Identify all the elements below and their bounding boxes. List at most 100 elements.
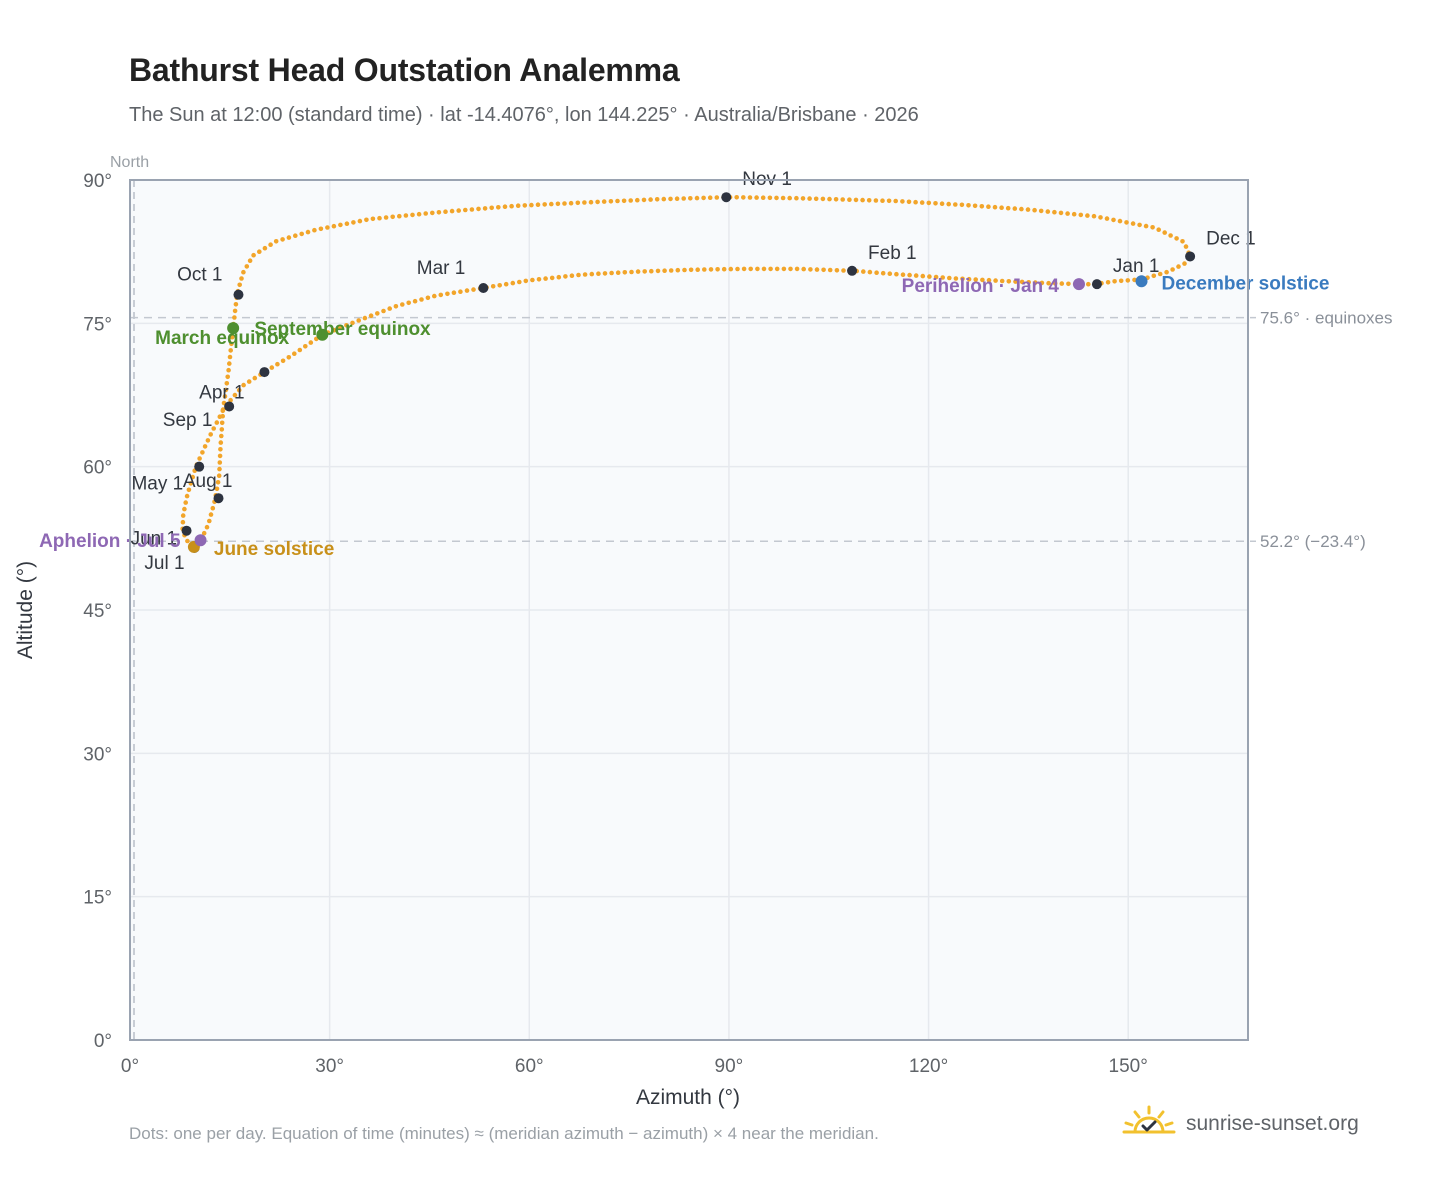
daily-sun-dot — [747, 195, 753, 200]
daily-sun-dot — [471, 287, 476, 292]
daily-sun-dot — [1112, 279, 1117, 284]
daily-sun-dot — [707, 195, 713, 200]
month-marker — [194, 461, 205, 472]
month-marker — [181, 525, 192, 536]
daily-sun-dot — [432, 293, 437, 299]
daily-sun-dot — [853, 197, 859, 203]
daily-sun-dot — [748, 266, 753, 272]
daily-sun-dot — [273, 239, 279, 244]
daily-sun-dot — [185, 538, 190, 544]
daily-sun-dot — [219, 427, 225, 432]
daily-sun-dot — [383, 215, 389, 220]
daily-sun-dot — [1118, 278, 1124, 284]
daily-sun-dot — [874, 270, 879, 276]
daily-sun-dot — [1130, 221, 1136, 226]
daily-sun-dot — [760, 195, 766, 200]
daily-sun-dot — [668, 196, 673, 202]
daily-sun-dot — [907, 272, 912, 278]
daily-sun-dot — [562, 201, 567, 206]
daily-sun-dot — [268, 242, 273, 247]
daily-sun-dot — [926, 200, 932, 206]
daily-sun-dot — [344, 221, 350, 226]
month-marker — [224, 401, 235, 412]
daily-sun-dot — [820, 196, 826, 202]
daily-sun-dot — [458, 289, 463, 295]
daily-sun-dot — [1174, 236, 1179, 241]
month-marker — [478, 282, 489, 293]
daily-sun-dot — [205, 438, 211, 443]
daily-sun-dot — [535, 202, 541, 207]
daily-sun-dot — [1085, 213, 1090, 218]
daily-sun-dot — [1151, 273, 1157, 279]
daily-sun-dot — [596, 271, 601, 277]
daily-sun-dot — [953, 202, 958, 207]
daily-sun-dot — [933, 201, 938, 206]
daily-sun-dot — [218, 447, 223, 452]
daily-sun-dot — [821, 267, 826, 273]
daily-sun-dot — [208, 432, 213, 437]
daily-sun-dot — [350, 320, 355, 326]
daily-sun-dot — [1170, 267, 1175, 272]
daily-sun-dot — [403, 213, 409, 218]
daily-sun-dot — [1058, 210, 1064, 216]
event-marker — [194, 534, 207, 547]
daily-sun-dot — [497, 283, 503, 288]
daily-sun-dot — [522, 203, 528, 208]
month-label: May 1 — [131, 474, 183, 495]
month-label: Aug 1 — [183, 471, 233, 492]
daily-sun-dot — [211, 426, 216, 431]
daily-sun-dot — [979, 204, 985, 209]
daily-sun-dot — [543, 276, 548, 281]
daily-sun-dot — [906, 199, 912, 205]
daily-sun-dot — [927, 274, 932, 279]
daily-sun-dot — [582, 272, 588, 277]
daily-sun-dot — [1150, 225, 1155, 230]
daily-sun-dot — [602, 271, 608, 276]
daily-sun-dot — [576, 272, 581, 278]
event-label: Aphelion · Jul 5 — [39, 531, 181, 552]
daily-sun-dot — [999, 205, 1004, 210]
daily-sun-dot — [900, 272, 906, 278]
daily-sun-dot — [841, 268, 846, 273]
daily-sun-dot — [509, 203, 514, 209]
daily-sun-dot — [1065, 211, 1070, 216]
daily-sun-dot — [913, 199, 918, 205]
daily-sun-dot — [1098, 215, 1103, 220]
daily-sun-dot — [381, 308, 386, 314]
daily-sun-dot — [900, 199, 905, 204]
daily-sun-dot — [635, 197, 640, 203]
daily-sun-dot — [219, 420, 225, 426]
daily-sun-dot — [886, 198, 892, 204]
daily-sun-dot — [337, 325, 343, 331]
daily-sun-dot — [649, 268, 654, 274]
daily-sun-dot — [569, 273, 575, 279]
daily-sun-dot — [364, 217, 369, 223]
y-tick-label: 0° — [94, 1031, 112, 1052]
daily-sun-dot — [615, 198, 620, 204]
daily-sun-dot — [451, 290, 457, 296]
daily-sun-dot — [530, 277, 535, 283]
daily-sun-dot — [232, 308, 238, 314]
event-marker — [227, 322, 240, 335]
daily-sun-dot — [861, 269, 866, 274]
daily-sun-dot — [229, 341, 234, 347]
month-label: Apr 1 — [199, 382, 244, 403]
daily-sun-dot — [1045, 209, 1051, 214]
daily-sun-dot — [615, 270, 621, 276]
daily-sun-dot — [233, 302, 239, 307]
daily-sun-dot — [1019, 206, 1024, 212]
event-label: Perihelion · Jan 4 — [902, 276, 1060, 297]
brand[interactable]: sunrise-sunset.org — [1122, 1104, 1359, 1143]
daily-sun-dot — [919, 200, 925, 205]
daily-sun-dot — [489, 205, 495, 211]
daily-sun-dot — [681, 196, 686, 201]
daily-sun-dot — [469, 207, 475, 212]
daily-sun-dot — [286, 235, 292, 240]
daily-sun-dot — [735, 266, 740, 272]
daily-sun-dot — [947, 275, 952, 281]
daily-sun-dot — [1046, 280, 1051, 286]
daily-sun-dot — [197, 456, 202, 461]
daily-sun-dot — [1137, 222, 1142, 228]
daily-sun-dot — [966, 203, 971, 208]
